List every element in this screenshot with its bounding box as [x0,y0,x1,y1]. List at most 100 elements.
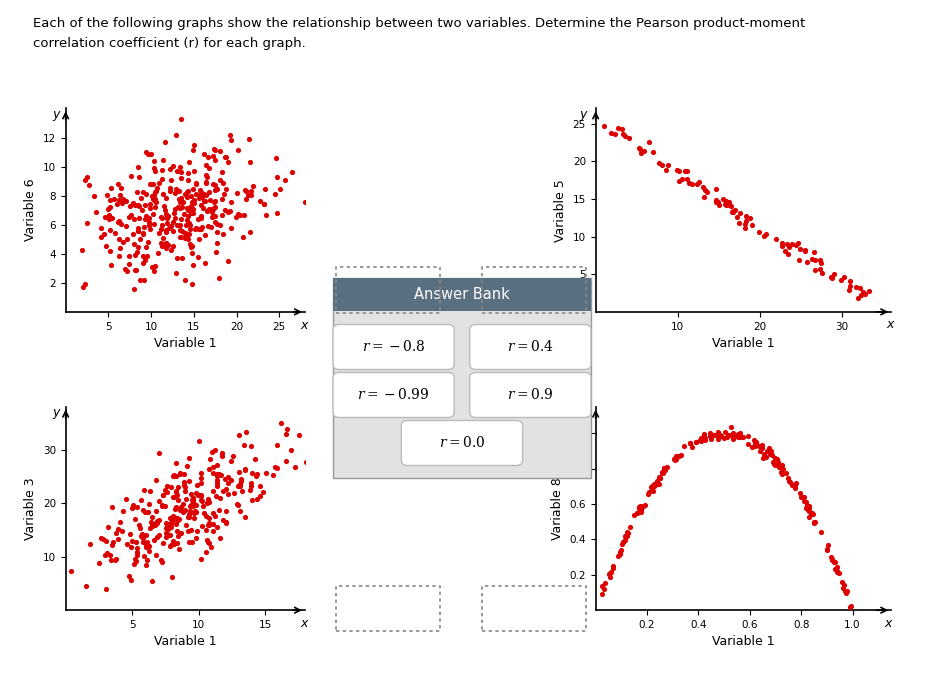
Point [808,255,823,266]
Point [154,241,169,252]
Point [143,179,158,190]
Point [652,472,667,483]
Point [189,479,204,490]
Point [807,247,822,258]
Point [128,554,143,565]
Point [195,192,210,203]
Point [113,182,128,193]
Point [127,284,142,295]
Point [173,197,188,208]
Point [148,550,163,561]
Point [102,549,117,560]
Point [170,490,185,501]
Point [779,239,794,250]
Point [186,496,201,506]
Point [791,255,806,266]
Point [820,545,835,556]
Point [212,504,227,515]
Point [133,275,148,285]
Point [219,483,234,494]
Point [668,454,683,464]
Point [123,541,138,552]
Point [657,462,672,473]
Point [118,493,133,504]
Point [191,224,206,235]
Point [188,223,203,234]
Point [132,213,147,224]
Point [629,508,644,519]
FancyBboxPatch shape [333,325,454,370]
Point [220,207,235,218]
Point [800,504,815,515]
Point [237,464,252,475]
Point [103,260,118,271]
Point [762,443,777,454]
Point [149,517,164,528]
Point [700,187,715,198]
Point [137,254,152,265]
Point [174,173,189,184]
Point [292,430,307,441]
Point [237,439,252,450]
Point [615,536,630,547]
Point [47,532,62,543]
Point [721,197,736,207]
Point [98,536,113,546]
Point [200,172,215,182]
Point [229,212,244,222]
Point [184,201,199,212]
Point [132,523,147,534]
Point [181,233,196,244]
Point [656,468,671,479]
Point [232,479,247,490]
Point [144,517,159,527]
Point [199,178,214,189]
Point [185,197,200,208]
Point [164,572,179,583]
Point [146,266,161,277]
Point [791,237,806,248]
Point [99,189,114,200]
Point [110,534,125,544]
Point [135,187,150,198]
Point [756,452,771,463]
Point [779,467,794,478]
Point [802,511,817,522]
Point [144,521,159,532]
Point [115,194,130,205]
Point [83,538,98,549]
Point [209,521,224,532]
Point [180,185,195,196]
Point [148,197,163,207]
Point [225,451,240,462]
Point [149,182,164,193]
Point [129,247,144,258]
Point [740,439,755,450]
Point [151,248,166,259]
Point [213,470,228,481]
Point [212,469,227,480]
Point [175,506,190,517]
Point [199,189,214,200]
Point [723,429,738,440]
Point [660,159,675,170]
Point [218,205,233,216]
Point [133,531,148,542]
Point [193,495,208,506]
Point [285,167,300,178]
Point [110,199,125,210]
Point [137,199,152,210]
Point [821,540,836,551]
Point [770,457,785,468]
Point [122,211,137,222]
Point [126,239,141,250]
Point [163,530,178,540]
Point [142,486,157,497]
Point [711,197,726,207]
Point [841,285,856,296]
Point [695,181,710,192]
Point [214,167,229,178]
Point [669,450,684,461]
Point [728,204,743,215]
Point [197,258,212,268]
